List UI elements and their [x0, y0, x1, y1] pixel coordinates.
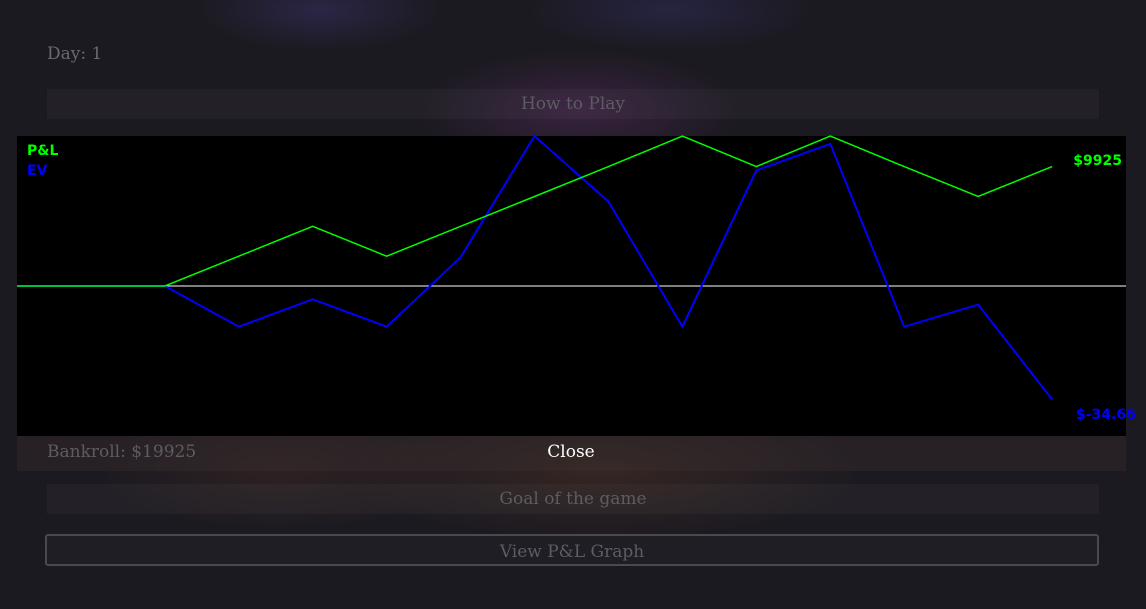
bankroll-display: Bankroll: $19925: [47, 442, 196, 462]
view-pnl-graph-button[interactable]: View P&L Graph: [45, 534, 1099, 566]
legend-pnl: P&L: [27, 143, 58, 159]
ev-end-value: $-34.66: [1076, 407, 1136, 423]
how-to-play-button[interactable]: How to Play: [47, 89, 1099, 119]
pnl-chart: P&L EV $9925 $-34.66: [17, 136, 1126, 436]
pnl-graph-modal: P&L EV $9925 $-34.66 Bankroll: $19925 Cl…: [17, 136, 1126, 471]
goal-of-game-button[interactable]: Goal of the game: [47, 484, 1099, 514]
close-button[interactable]: Close: [521, 442, 621, 462]
pnl-end-value: $9925: [1073, 153, 1122, 169]
day-counter: Day: 1: [47, 44, 102, 64]
legend-ev: EV: [27, 163, 48, 179]
